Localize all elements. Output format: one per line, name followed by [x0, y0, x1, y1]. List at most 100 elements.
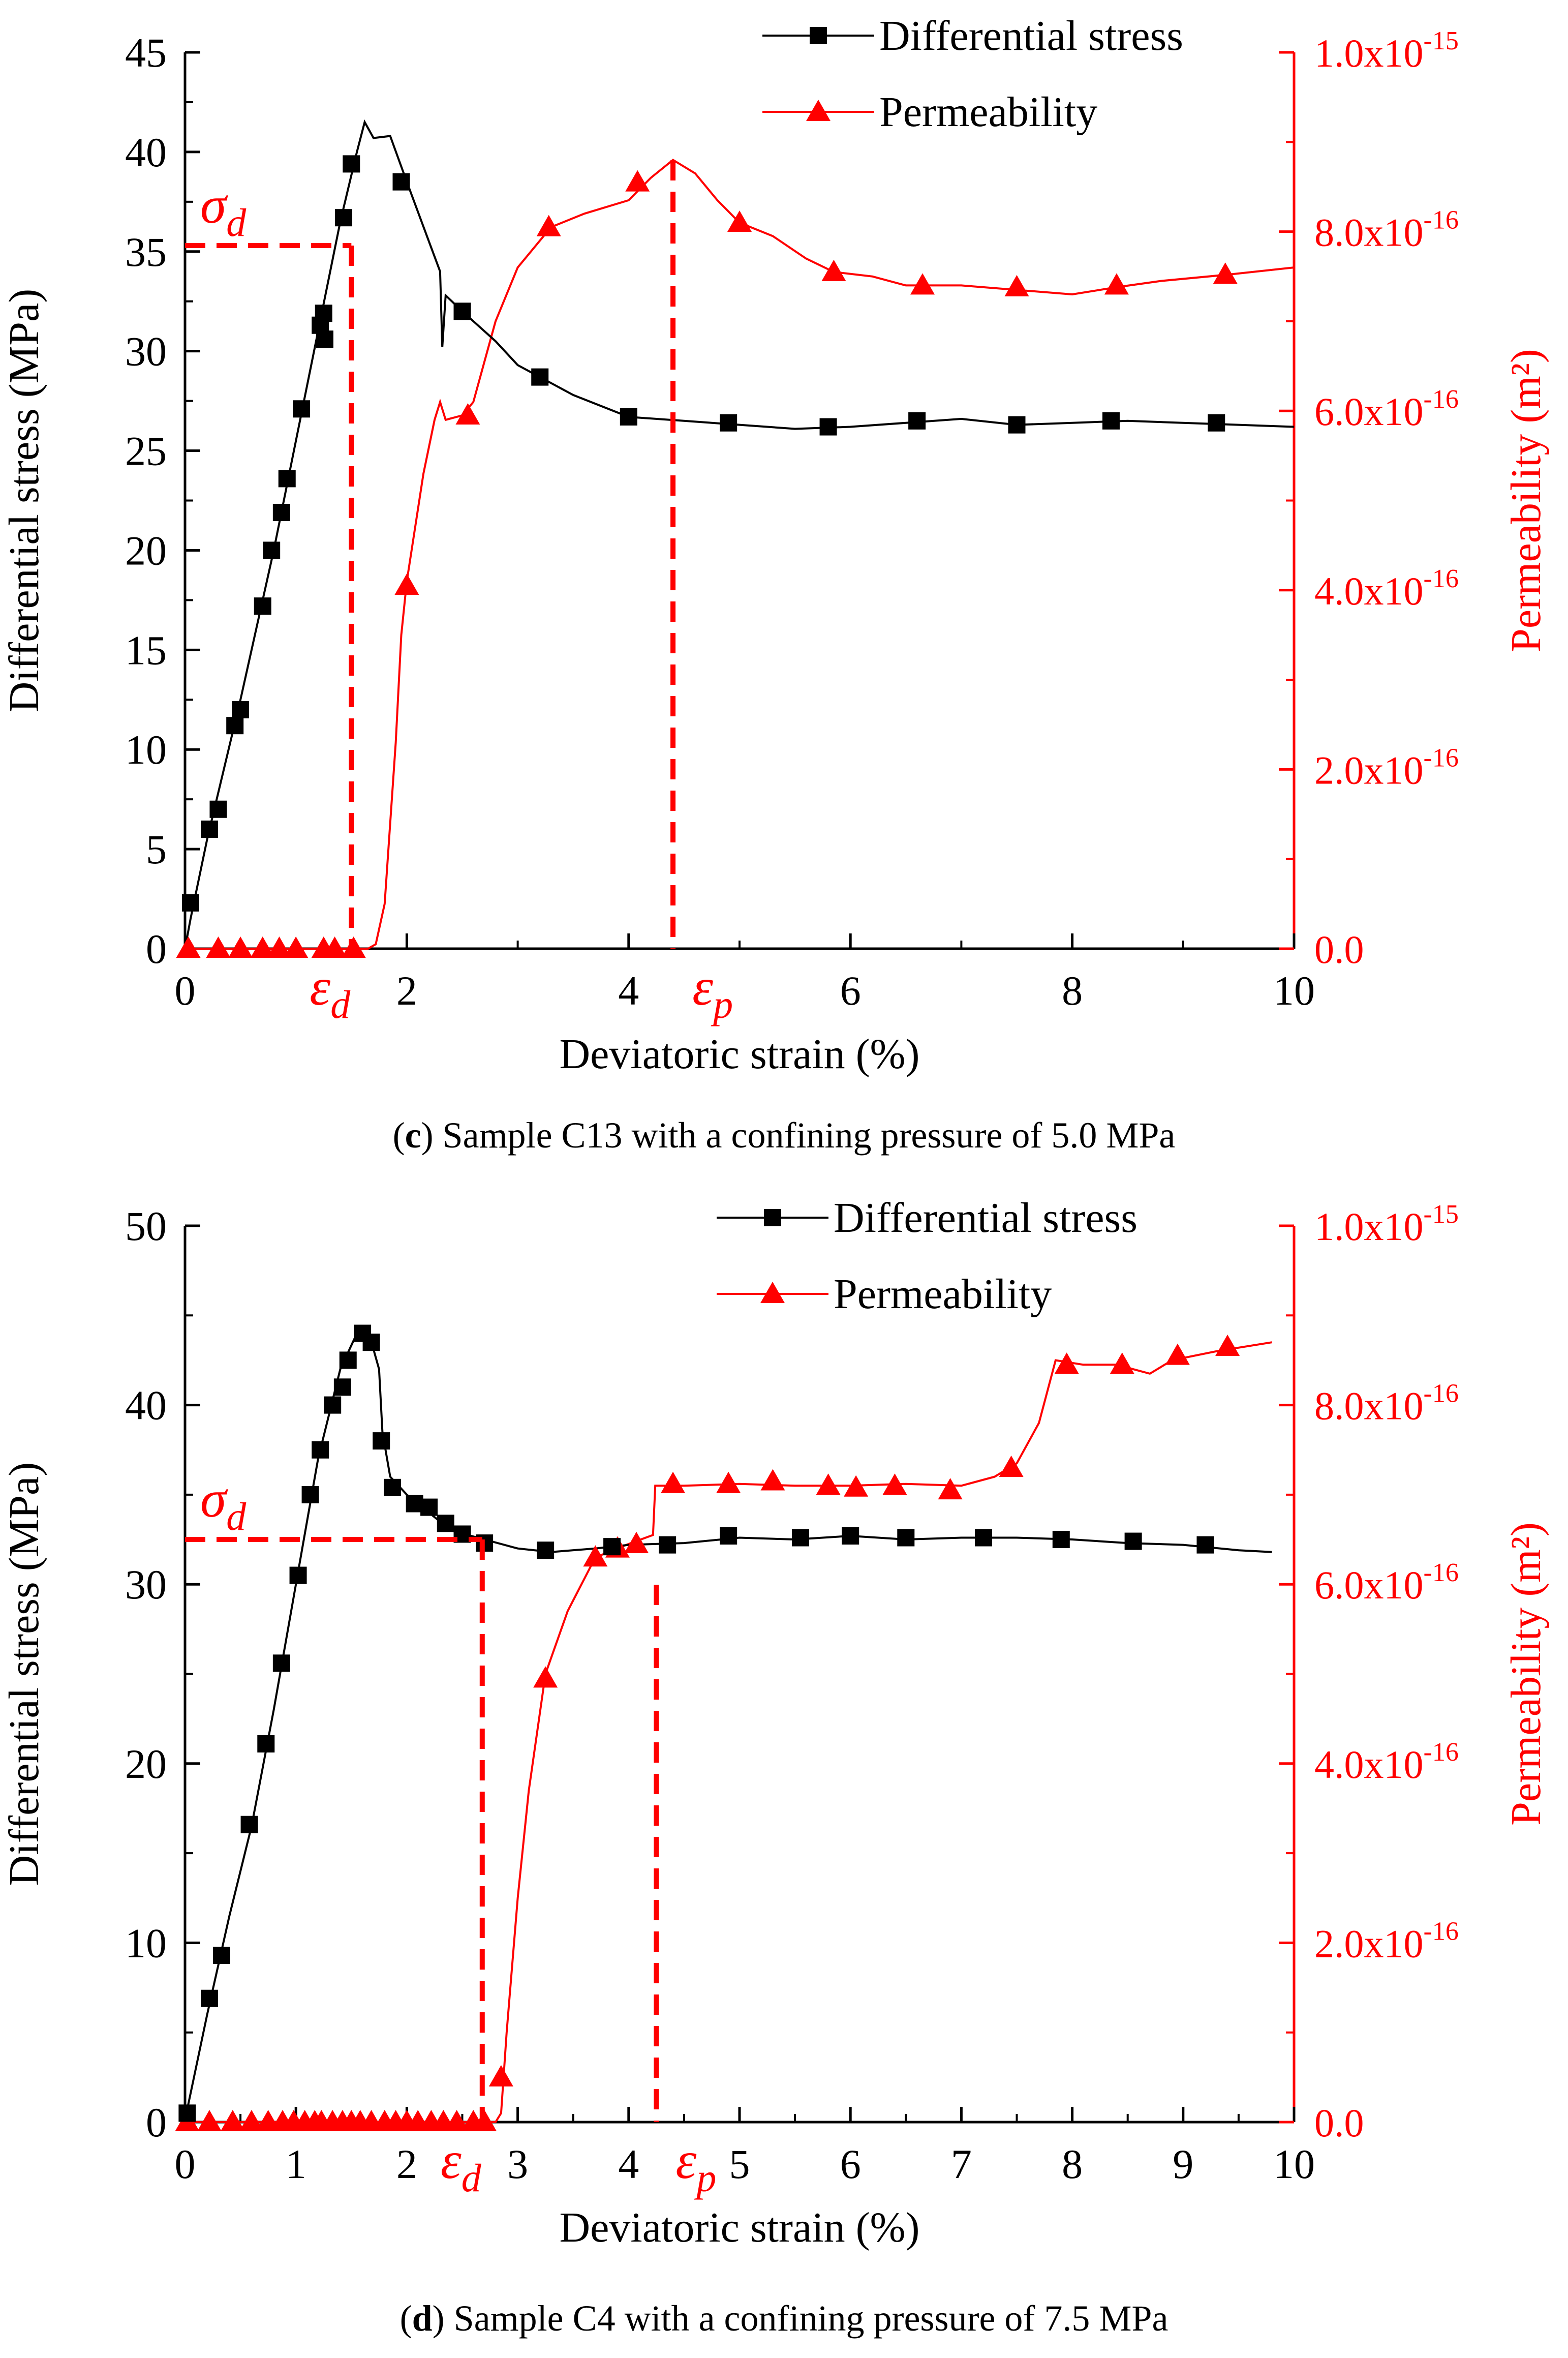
permeability-marker	[394, 573, 419, 595]
permeability-marker	[267, 936, 292, 958]
stress-marker	[272, 1654, 290, 1672]
eps-d-label: εd	[441, 2131, 482, 2200]
y-tick-label: 10	[125, 1920, 167, 1966]
sigma-d-label: σd	[200, 1470, 247, 1538]
eps-d-label: εd	[310, 958, 351, 1026]
x-tick-label: 3	[507, 2141, 528, 2187]
stress-marker	[537, 1541, 555, 1559]
y2-tick-label: 4.0x10-16	[1314, 1738, 1459, 1787]
x-axis-title: Deviatoric strain (%)	[559, 1031, 919, 1078]
stress-marker	[178, 2104, 196, 2122]
y-tick-label: 40	[125, 1382, 167, 1429]
x-tick-label: 8	[1062, 968, 1083, 1014]
y2-axis-title: Permeability (m²)	[1502, 349, 1550, 652]
stress-marker	[339, 1351, 357, 1369]
x-axis-title: Deviatoric strain (%)	[559, 2204, 919, 2251]
y2-tick-label: 1.0x10-15	[1314, 26, 1459, 75]
stress-marker	[406, 1495, 423, 1513]
x-tick-label: 0	[175, 2141, 196, 2187]
stress-marker	[792, 1529, 810, 1547]
permeability-marker	[176, 936, 201, 958]
legend-item-stress: Differential stress	[717, 1194, 1137, 1242]
x-tick-label: 4	[618, 2141, 639, 2187]
stress-marker	[240, 1816, 258, 1833]
stress-marker	[315, 305, 332, 322]
y-tick-label: 50	[125, 1203, 167, 1249]
x-tick-label: 2	[396, 2141, 417, 2187]
stress-marker	[1196, 1536, 1214, 1554]
stress-marker	[324, 1396, 342, 1414]
x-tick-label: 10	[1273, 968, 1315, 1014]
y-tick-label: 45	[125, 29, 167, 76]
permeability-line	[185, 159, 1295, 950]
legend-item-permeability: Permeability	[717, 1271, 1052, 1318]
stress-marker	[316, 330, 333, 348]
permeability-marker	[625, 170, 650, 192]
permeability-marker	[228, 936, 253, 958]
caption-letter-d: d	[412, 2298, 433, 2339]
caption-text-c: ) Sample C13 with a confining pressure o…	[421, 1115, 1176, 1156]
y2-tick-label: 8.0x10-16	[1314, 206, 1459, 255]
x-tick-label: 10	[1273, 2141, 1315, 2187]
stress-marker	[1102, 412, 1120, 430]
eps-p-label: εp	[675, 2131, 716, 2200]
y-tick-label: 30	[125, 1561, 167, 1608]
y2-tick-label: 2.0x10-16	[1314, 743, 1459, 792]
x-tick-label: 2	[396, 968, 417, 1014]
permeability-marker	[284, 936, 309, 958]
stress-line	[184, 1328, 1272, 2123]
caption-letter-c: c	[405, 1115, 421, 1156]
stress-marker	[278, 470, 296, 488]
stress-marker	[293, 400, 311, 418]
caption-text-d: ) Sample C4 with a confining pressure of…	[432, 2298, 1169, 2339]
stress-marker	[201, 820, 219, 838]
y-tick-label: 0	[146, 926, 167, 972]
x-tick-label: 4	[618, 968, 639, 1014]
stress-marker	[384, 1478, 402, 1496]
stress-marker	[720, 1527, 737, 1545]
chart-c: 0 2 4 6 8 10 0 5 10 15 20 25 30 35 40 45 0.0 2.0x10-16 4.0…	[1, 12, 1550, 1078]
stress-marker	[232, 701, 250, 718]
stress-marker	[842, 1527, 859, 1545]
x-tick-label: 6	[840, 968, 861, 1014]
permeability-marker	[1110, 1352, 1134, 1374]
permeability-marker	[999, 1456, 1024, 1477]
x-tick-label: 9	[1173, 2141, 1193, 2187]
stress-marker	[373, 1432, 390, 1450]
stress-marker	[819, 418, 837, 436]
y-tick-label: 35	[125, 229, 167, 275]
permeability-marker	[250, 936, 275, 958]
stress-marker	[335, 209, 353, 227]
stress-marker	[181, 894, 199, 912]
permeability-marker	[624, 1531, 649, 1553]
legend-marker-permeability	[760, 1282, 785, 1303]
y2-tick-label: 4.0x10-16	[1314, 564, 1459, 613]
permeability-marker	[533, 1666, 558, 1688]
permeability-line	[185, 1341, 1272, 2123]
stress-marker	[301, 1486, 319, 1503]
y2-tick-label: 6.0x10-16	[1314, 1558, 1459, 1607]
stress-marker	[1008, 416, 1026, 434]
y2-tick-label: 6.0x10-16	[1314, 385, 1459, 434]
permeability-marker	[488, 2065, 513, 2087]
stress-marker	[312, 1441, 329, 1459]
permeability-marker	[1004, 275, 1029, 296]
y-tick-label: 40	[125, 129, 167, 175]
stress-marker	[226, 717, 244, 735]
stress-marker	[254, 597, 271, 615]
y-axis-title: Differential stress (MPa)	[1, 289, 48, 713]
permeability-marker	[882, 1473, 907, 1495]
y2-tick-label: 8.0x10-16	[1314, 1379, 1459, 1428]
caption-d: (d) Sample C4 with a confining pressure …	[399, 2298, 1169, 2339]
legend-label-stress: Differential stress	[879, 12, 1183, 59]
y-tick-label: 30	[125, 328, 167, 375]
permeability-marker	[1213, 262, 1238, 284]
permeability-marker	[444, 2110, 469, 2131]
chart-panel-c: 0 2 4 6 8 10 0 5 10 15 20 25 30 35 40 45 0.0 2.0x10-16 4.0…	[1, 12, 1550, 1156]
legend-item-permeability: Permeability	[762, 88, 1097, 136]
stress-marker	[209, 800, 227, 818]
permeability-marker	[220, 2110, 245, 2131]
y2-tick-label: 0.0	[1314, 2101, 1364, 2145]
permeability-marker	[716, 1471, 741, 1493]
stress-marker	[908, 412, 926, 430]
